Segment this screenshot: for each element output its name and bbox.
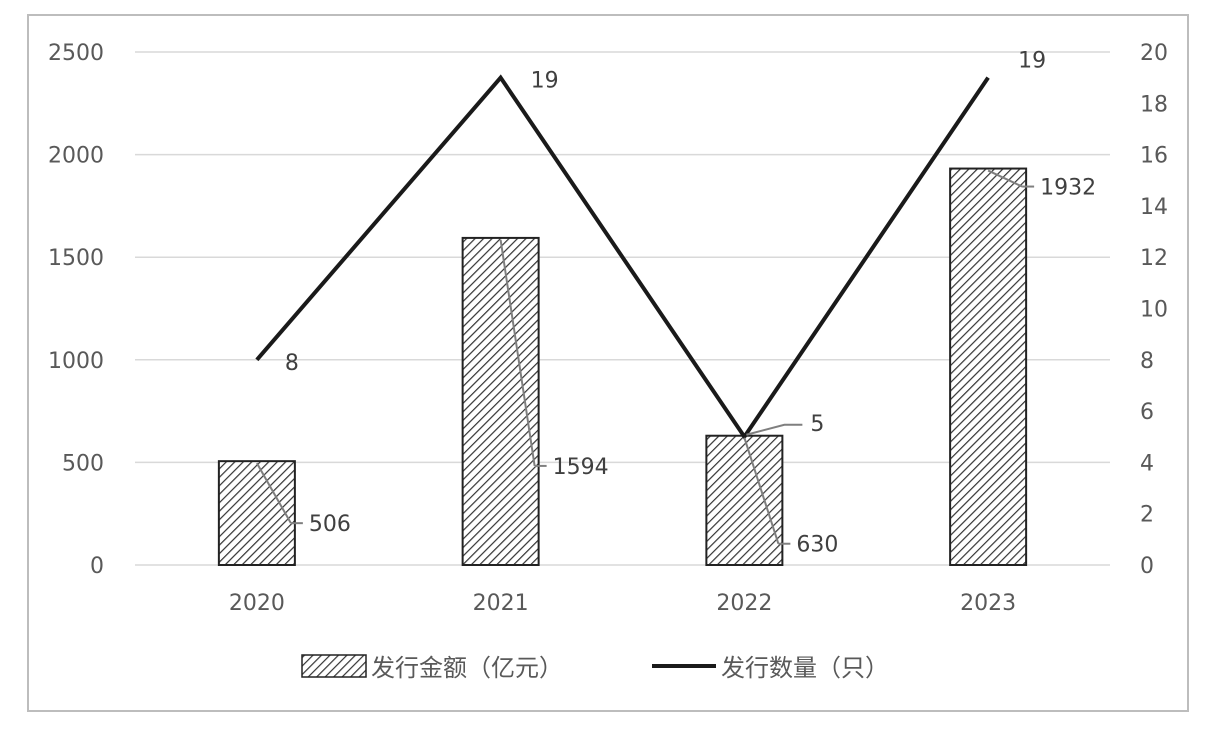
- right-tick-label: 0: [1140, 554, 1154, 579]
- line-data-label: 5: [810, 412, 824, 437]
- line-data-label: 19: [1018, 49, 1046, 74]
- bar-data-label: 506: [309, 512, 351, 537]
- bar-data-label: 1932: [1040, 176, 1096, 201]
- bar-label-leader: [499, 239, 536, 467]
- x-tick-label: 2020: [229, 591, 285, 616]
- bar-label-leader: [743, 437, 780, 545]
- left-tick-label: 0: [90, 554, 104, 579]
- right-tick-label: 8: [1140, 349, 1154, 374]
- left-tick-label: 1500: [48, 246, 104, 271]
- legend-swatch-bars: [301, 654, 367, 678]
- x-axis: 2020 2021 2022 2023: [229, 591, 1016, 616]
- gridlines: [135, 51, 1110, 566]
- bar-data-label: 1594: [553, 455, 609, 480]
- right-tick-label: 10: [1140, 298, 1168, 323]
- right-tick-label: 14: [1140, 195, 1168, 220]
- line-path: [255, 74, 990, 441]
- legend: 发行金额（亿元） 发行数量（只）: [301, 654, 889, 682]
- line-data-label: 8: [285, 351, 299, 376]
- x-tick-label: 2023: [960, 591, 1016, 616]
- bar-2023: [949, 167, 1028, 567]
- right-tick-label: 20: [1140, 41, 1168, 66]
- right-tick-label: 6: [1140, 400, 1154, 425]
- legend-label-line: 发行数量（只）: [721, 654, 889, 682]
- x-tick-label: 2022: [716, 591, 772, 616]
- bar-label-leader: [256, 462, 292, 524]
- right-tick-label: 12: [1140, 246, 1168, 271]
- right-tick-label: 18: [1140, 92, 1168, 117]
- right-tick-label: 4: [1140, 451, 1154, 476]
- left-tick-label: 1000: [48, 349, 104, 374]
- left-tick-label: 2000: [48, 144, 104, 169]
- line-label-leader: [746, 423, 803, 436]
- left-tick-label: 2500: [48, 41, 104, 66]
- bar-2021: [461, 236, 540, 566]
- left-tick-label: 500: [62, 451, 104, 476]
- x-tick-label: 2021: [473, 591, 529, 616]
- bar-series: [217, 167, 1028, 567]
- left-y-axis: 0 500 1000 1500 2000 2500: [48, 41, 104, 579]
- data-labels: 506 1594 630 1932 8 19 5 19: [256, 49, 1096, 558]
- line-series: [255, 74, 990, 441]
- right-tick-label: 16: [1140, 144, 1168, 169]
- right-y-axis: 0 2 4 6 8 10 12 14 16 18 20: [1140, 41, 1168, 579]
- bar-label-leader: [987, 169, 1023, 188]
- right-tick-label: 2: [1140, 503, 1154, 528]
- legend-label-bars: 发行金额（亿元）: [371, 654, 563, 682]
- line-data-label: 19: [531, 69, 559, 94]
- bar-data-label: 630: [796, 533, 838, 558]
- bar-2022: [705, 434, 784, 566]
- bar-2020: [217, 460, 296, 566]
